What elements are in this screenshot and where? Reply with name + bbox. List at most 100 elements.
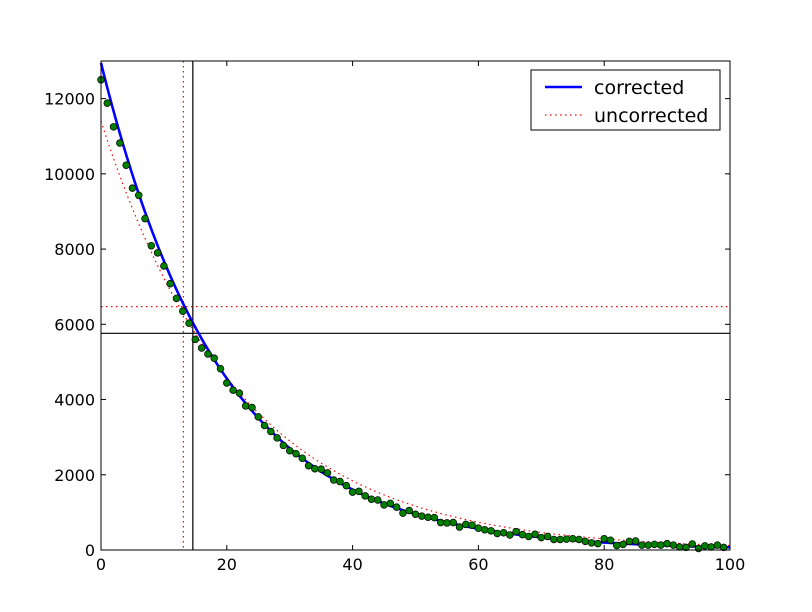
data-point [638,541,646,549]
data-point [267,427,275,436]
y-tick-label: 2000 [54,466,95,485]
data-points [97,76,728,553]
data-point [644,541,652,549]
data-point [317,465,325,473]
data-point [449,518,457,527]
data-point [128,184,137,192]
data-point [600,534,608,543]
data-point [568,534,577,543]
data-point [191,335,200,344]
data-point [562,535,571,543]
data-point [625,537,634,546]
data-point [153,249,162,257]
x-tick-label: 60 [468,555,488,574]
data-point [594,539,602,548]
data-point [279,441,288,450]
data-point [116,139,124,147]
data-point [418,512,426,520]
data-point [524,532,533,541]
data-point [134,191,143,200]
data-point [197,344,206,352]
data-point [613,541,621,550]
data-point [248,403,256,412]
data-point [719,543,728,552]
data-point [619,540,627,549]
y-tick-label: 12000 [44,90,95,109]
data-point [229,386,237,394]
data-point [367,495,376,503]
data-point [109,123,118,131]
data-point [688,540,697,548]
data-point [355,487,363,496]
data-point [304,461,313,470]
data-point [493,529,502,538]
data-point [537,533,546,542]
data-point [575,535,583,544]
data-point [669,541,678,549]
data-point [480,525,489,534]
data-point [713,541,722,549]
data-point [273,434,281,442]
x-tick-label: 40 [342,555,362,574]
data-point [241,402,250,410]
data-point [531,530,539,538]
data-point [374,496,382,504]
data-point [141,214,149,223]
data-point [399,509,407,517]
data-point [606,536,615,544]
plot-area [97,61,731,553]
data-point [386,499,395,508]
data-point [550,535,558,544]
data-point [342,481,351,490]
data-point [405,506,413,515]
data-point [166,279,174,288]
data-point [675,543,684,551]
data-point [292,449,300,458]
y-tick-label: 6000 [54,315,95,334]
data-point [443,519,451,527]
data-point [223,379,231,387]
data-point [631,537,640,545]
data-point [436,518,445,527]
legend-label-uncorrected: uncorrected [594,105,708,127]
x-tick-label: 80 [594,555,614,574]
data-point [329,476,338,484]
data-point [657,541,665,549]
y-tick-label: 10000 [44,165,95,184]
data-point [179,307,187,315]
data-point [474,524,483,532]
plot-background [101,61,730,550]
data-point [185,319,193,327]
data-point [411,510,420,519]
data-point [285,446,294,455]
data-point [160,262,168,270]
legend-label-corrected: corrected [594,77,684,99]
data-point [254,413,263,421]
data-point [298,454,307,462]
data-point [468,521,476,529]
reference-lines [101,61,730,550]
data-point [380,501,388,509]
x-tick-label: 0 [96,555,106,574]
data-point [260,421,269,430]
data-point [424,513,432,522]
data-point [336,477,344,486]
data-point [430,513,439,522]
data-point [204,350,212,358]
x-tick-label: 100 [715,555,746,574]
data-point [543,532,552,541]
data-point [650,540,659,549]
data-point [518,530,527,539]
data-point [499,528,508,537]
data-point [147,241,156,250]
data-point [311,465,319,473]
data-point [707,543,715,551]
data-point [348,488,357,496]
data-point [462,520,470,529]
data-point [506,531,514,539]
legend-box [530,69,721,131]
y-tick-label: 8000 [54,240,95,259]
x-tick-label: 20 [217,555,237,574]
data-point [682,543,690,552]
